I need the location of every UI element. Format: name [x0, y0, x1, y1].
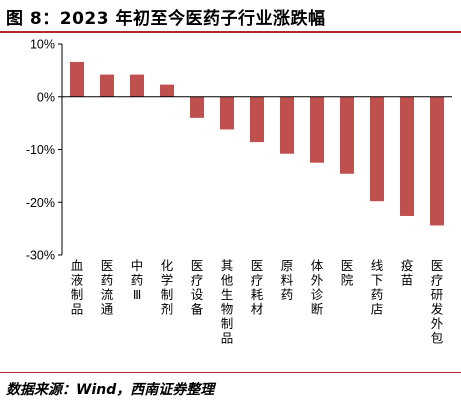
bar — [250, 96, 264, 143]
bar — [100, 74, 114, 97]
category-label: 医疗研发外包 — [431, 258, 444, 346]
bar — [220, 96, 234, 130]
source-divider — [0, 372, 461, 373]
y-tick-label: 10% — [30, 38, 55, 52]
bar — [400, 96, 414, 216]
category-label: 体外诊断 — [311, 258, 324, 317]
category-label: 线下药店 — [371, 258, 384, 317]
bar — [430, 96, 444, 226]
chart-title: 图 8：2023 年初至今医药子行业涨跌幅 — [6, 9, 326, 29]
category-label: 其他生物制品 — [221, 258, 234, 346]
category-label: 医疗耗材 — [251, 258, 264, 317]
bar — [190, 96, 204, 118]
y-tick-label: -10% — [26, 143, 55, 157]
category-label: 医疗设备 — [191, 258, 204, 317]
bar — [130, 74, 144, 97]
bar — [160, 84, 174, 97]
y-tick-label: 0% — [37, 90, 55, 104]
y-tick-label: -30% — [26, 249, 55, 263]
bar-chart: -30% -20% -10% 0% 10% 血液制品 医药流通 中药 Ⅲ 化学制剂 医疗设备 其他生物… — [26, 38, 452, 346]
bar — [70, 61, 84, 97]
category-label: 原料药 — [281, 258, 294, 302]
y-tick-label: -20% — [26, 196, 55, 210]
category-label: 医院 — [341, 258, 354, 288]
category-label: 化学制剂 — [161, 258, 174, 317]
category-label: 医药流通 — [101, 258, 114, 317]
bar — [280, 96, 294, 154]
bar — [310, 96, 324, 163]
title-divider — [0, 31, 461, 33]
category-label: 疫苗 — [401, 258, 414, 288]
category-label: 中药 Ⅲ — [131, 258, 144, 302]
category-label: 血液制品 — [71, 258, 84, 317]
bar — [340, 96, 354, 174]
bar — [370, 96, 384, 202]
source-note: 数据来源：Wind，西南证券整理 — [6, 382, 215, 398]
